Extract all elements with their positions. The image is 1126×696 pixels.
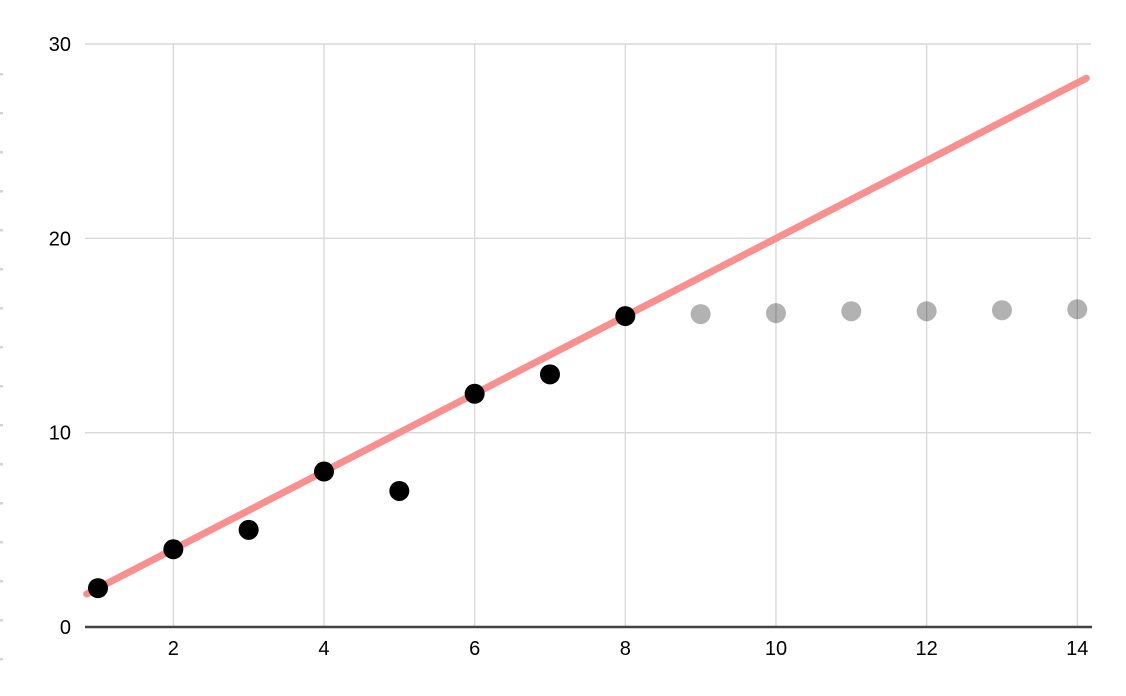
x-tick-label-8: 8: [620, 638, 631, 660]
left-edge-tick-mark: [0, 502, 3, 505]
trend-line: [83, 74, 1090, 598]
gray-point-x11: [841, 301, 862, 322]
gray-point-x14: [1067, 299, 1088, 320]
x-tick-label-14: 14: [1066, 638, 1088, 660]
left-edge-tick-mark: [0, 112, 3, 115]
left-edge-tick-mark: [0, 385, 3, 388]
left-edge-tick-mark: [0, 190, 3, 193]
gray-point-x13: [991, 300, 1012, 321]
black-point-x7: [539, 364, 560, 385]
left-edge-tick-mark: [0, 463, 3, 466]
black-point-x6: [464, 383, 485, 404]
left-edge-tick-mark: [0, 580, 3, 583]
black-point-x5: [389, 480, 410, 501]
left-edge-tick-mark: [0, 346, 3, 349]
x-tick-label-12: 12: [916, 638, 938, 660]
x-tick-label-2: 2: [168, 638, 179, 660]
black-point-x2: [163, 539, 184, 560]
left-edge-tick-mark: [0, 73, 3, 76]
y-tick-label-10: 10: [49, 423, 71, 445]
x-tick-label-10: 10: [765, 638, 787, 660]
black-point-x3: [238, 519, 259, 540]
y-tick-label-30: 30: [49, 34, 71, 56]
left-edge-tick-mark: [0, 658, 3, 661]
left-edge-tick-mark: [0, 229, 3, 232]
x-tick-label-6: 6: [469, 638, 480, 660]
black-point-x4: [313, 461, 334, 482]
gray-point-x9: [690, 304, 711, 325]
y-tick-label-20: 20: [49, 228, 71, 250]
left-edge-tick-mark: [0, 268, 3, 271]
left-edge-tick-mark: [0, 307, 3, 310]
left-edge-tick-mark: [0, 541, 3, 544]
left-edge-tick-mark: [0, 424, 3, 427]
y-tick-label-0: 0: [60, 617, 71, 639]
gray-point-x10: [765, 303, 786, 324]
black-point-x8: [615, 306, 636, 327]
x-tick-label-4: 4: [318, 638, 329, 660]
left-edge-tick-mark: [0, 619, 3, 622]
left-edge-tick-mark: [0, 151, 3, 154]
black-point-x1: [88, 578, 108, 599]
gray-point-x12: [916, 301, 937, 322]
